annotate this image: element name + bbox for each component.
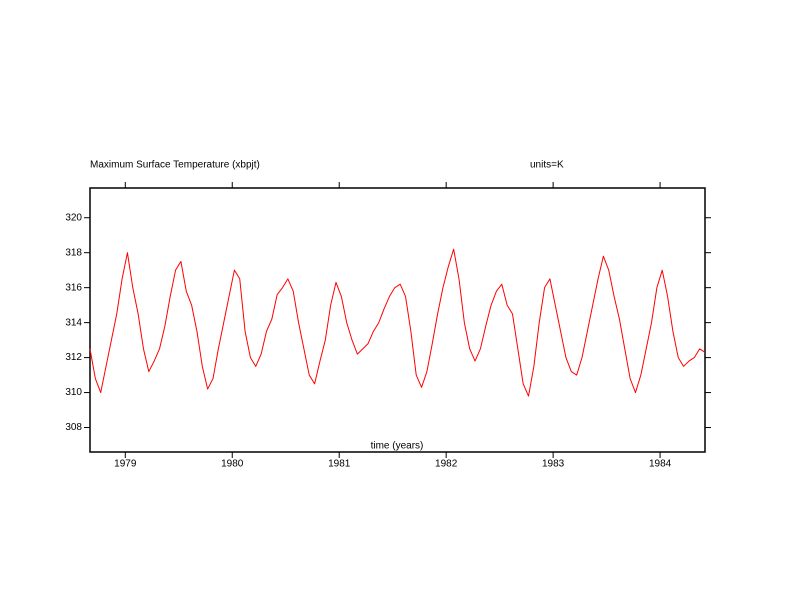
y-tick-label: 312: [65, 352, 82, 363]
y-tick-label: 320: [65, 212, 82, 223]
x-axis-label: time (years): [371, 441, 424, 452]
x-tick-label: 1980: [221, 459, 244, 470]
plot-frame: [89, 187, 706, 453]
x-tick-label: 1984: [649, 459, 672, 470]
x-tick-label: 1979: [114, 459, 137, 470]
x-tick-label: 1983: [542, 459, 565, 470]
data-line: [89, 248, 706, 397]
units-label: units=K: [530, 160, 564, 171]
y-tick-label: 318: [65, 247, 82, 258]
y-tick-label: 310: [65, 387, 82, 398]
y-tick-label: 316: [65, 282, 82, 293]
y-tick-label: 308: [65, 422, 82, 433]
x-tick-label: 1981: [328, 459, 351, 470]
y-tick-label: 314: [65, 317, 82, 328]
x-tick-label: 1982: [435, 459, 458, 470]
chart-title: Maximum Surface Temperature (xbpjt): [90, 160, 260, 171]
